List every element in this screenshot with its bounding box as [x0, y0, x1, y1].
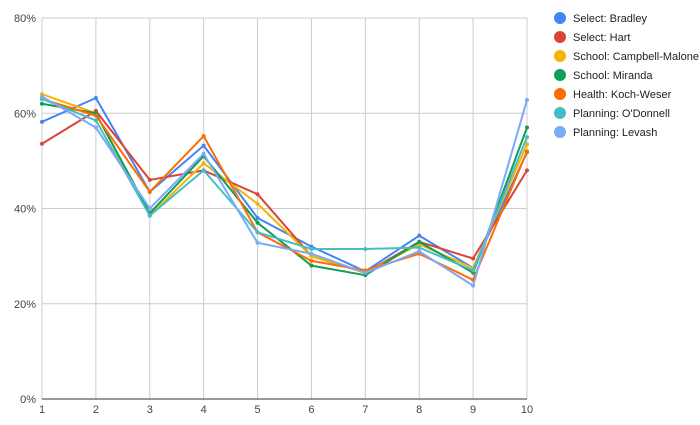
legend-label: School: Miranda [573, 70, 653, 82]
legend-label: Planning: O'Donnell [573, 108, 670, 120]
data-point [40, 119, 44, 124]
data-point [309, 263, 314, 268]
data-point [93, 113, 98, 118]
data-point [201, 161, 206, 166]
legend-swatch [554, 88, 566, 100]
data-point [255, 201, 260, 206]
data-point [255, 216, 260, 221]
legend-label: Select: Bradley [573, 13, 647, 25]
data-point [93, 96, 98, 101]
data-point [255, 230, 260, 235]
data-point [417, 233, 422, 238]
x-tick-label: 6 [308, 404, 314, 416]
data-point [201, 134, 206, 139]
data-point [525, 125, 529, 130]
y-tick-label: 80% [14, 13, 36, 25]
series-line [41, 109, 528, 274]
data-point [201, 143, 206, 148]
x-tick-label: 7 [362, 404, 368, 416]
legend-swatch [554, 12, 566, 24]
legend-item: Planning: O'Donnell [554, 107, 670, 120]
data-point [417, 249, 422, 254]
legend-item: School: Miranda [554, 69, 653, 82]
data-point [309, 251, 314, 256]
data-point [525, 135, 529, 140]
data-point [201, 151, 206, 156]
legend-swatch [554, 69, 566, 81]
data-point [471, 283, 476, 288]
series-line [41, 102, 528, 277]
legend-item: Planning: Levash [554, 126, 657, 139]
data-point [471, 256, 476, 261]
x-tick-label: 9 [470, 404, 476, 416]
data-point [93, 118, 98, 123]
series-7 [40, 94, 529, 288]
legend-swatch [554, 107, 566, 119]
y-tick-label: 20% [14, 299, 36, 311]
data-point [471, 268, 476, 273]
data-point [525, 97, 529, 102]
legend-label: School: Campbell-Malone [573, 51, 699, 63]
x-tick-label: 1 [39, 404, 45, 416]
data-point [417, 245, 422, 250]
data-point [525, 142, 529, 147]
y-tick-label: 0% [20, 394, 36, 406]
axis-layer: 1 2 3 4 5 6 7 8 9 10 0% 20% 40% 60% 80% [14, 13, 533, 416]
data-point [309, 258, 314, 263]
data-point [201, 168, 206, 173]
series-5 [40, 96, 529, 282]
data-point [93, 125, 98, 130]
data-point [147, 189, 152, 194]
legend-label: Planning: Levash [573, 127, 657, 139]
legend-item: Health: Koch-Weser [554, 88, 672, 101]
legend-swatch [554, 50, 566, 62]
legend: Select: Bradley Select: Hart School: Campb… [554, 12, 699, 139]
data-point [40, 94, 44, 99]
data-point [525, 149, 529, 154]
y-tick-label: 40% [14, 204, 36, 216]
legend-item: Select: Bradley [554, 12, 647, 25]
legend-label: Health: Koch-Weser [573, 89, 672, 101]
legend-item: School: Campbell-Malone [554, 50, 699, 63]
data-point [525, 168, 529, 173]
data-point [255, 240, 260, 245]
series-2 [40, 108, 529, 275]
data-point [417, 239, 422, 244]
data-point [147, 213, 152, 218]
series-line [41, 98, 528, 281]
legend-swatch [554, 31, 566, 43]
data-point [309, 246, 314, 251]
series-layer [40, 92, 529, 288]
x-tick-label: 4 [201, 404, 207, 416]
grid-layer [41, 17, 528, 400]
data-point [40, 101, 44, 106]
legend-swatch [554, 126, 566, 138]
x-tick-label: 3 [147, 404, 153, 416]
x-tick-label: 8 [416, 404, 422, 416]
data-point [147, 206, 152, 211]
x-tick-label: 10 [521, 404, 533, 416]
data-point [255, 192, 260, 197]
data-point [363, 246, 368, 251]
y-tick-label: 60% [14, 108, 36, 120]
data-point [147, 177, 152, 182]
data-point [363, 270, 368, 275]
legend-item: Select: Hart [554, 31, 630, 44]
data-point [255, 220, 260, 225]
data-point [40, 141, 44, 146]
series-line [41, 95, 528, 287]
legend-label: Select: Hart [573, 32, 630, 44]
x-tick-label: 2 [93, 404, 99, 416]
x-tick-label: 5 [254, 404, 260, 416]
